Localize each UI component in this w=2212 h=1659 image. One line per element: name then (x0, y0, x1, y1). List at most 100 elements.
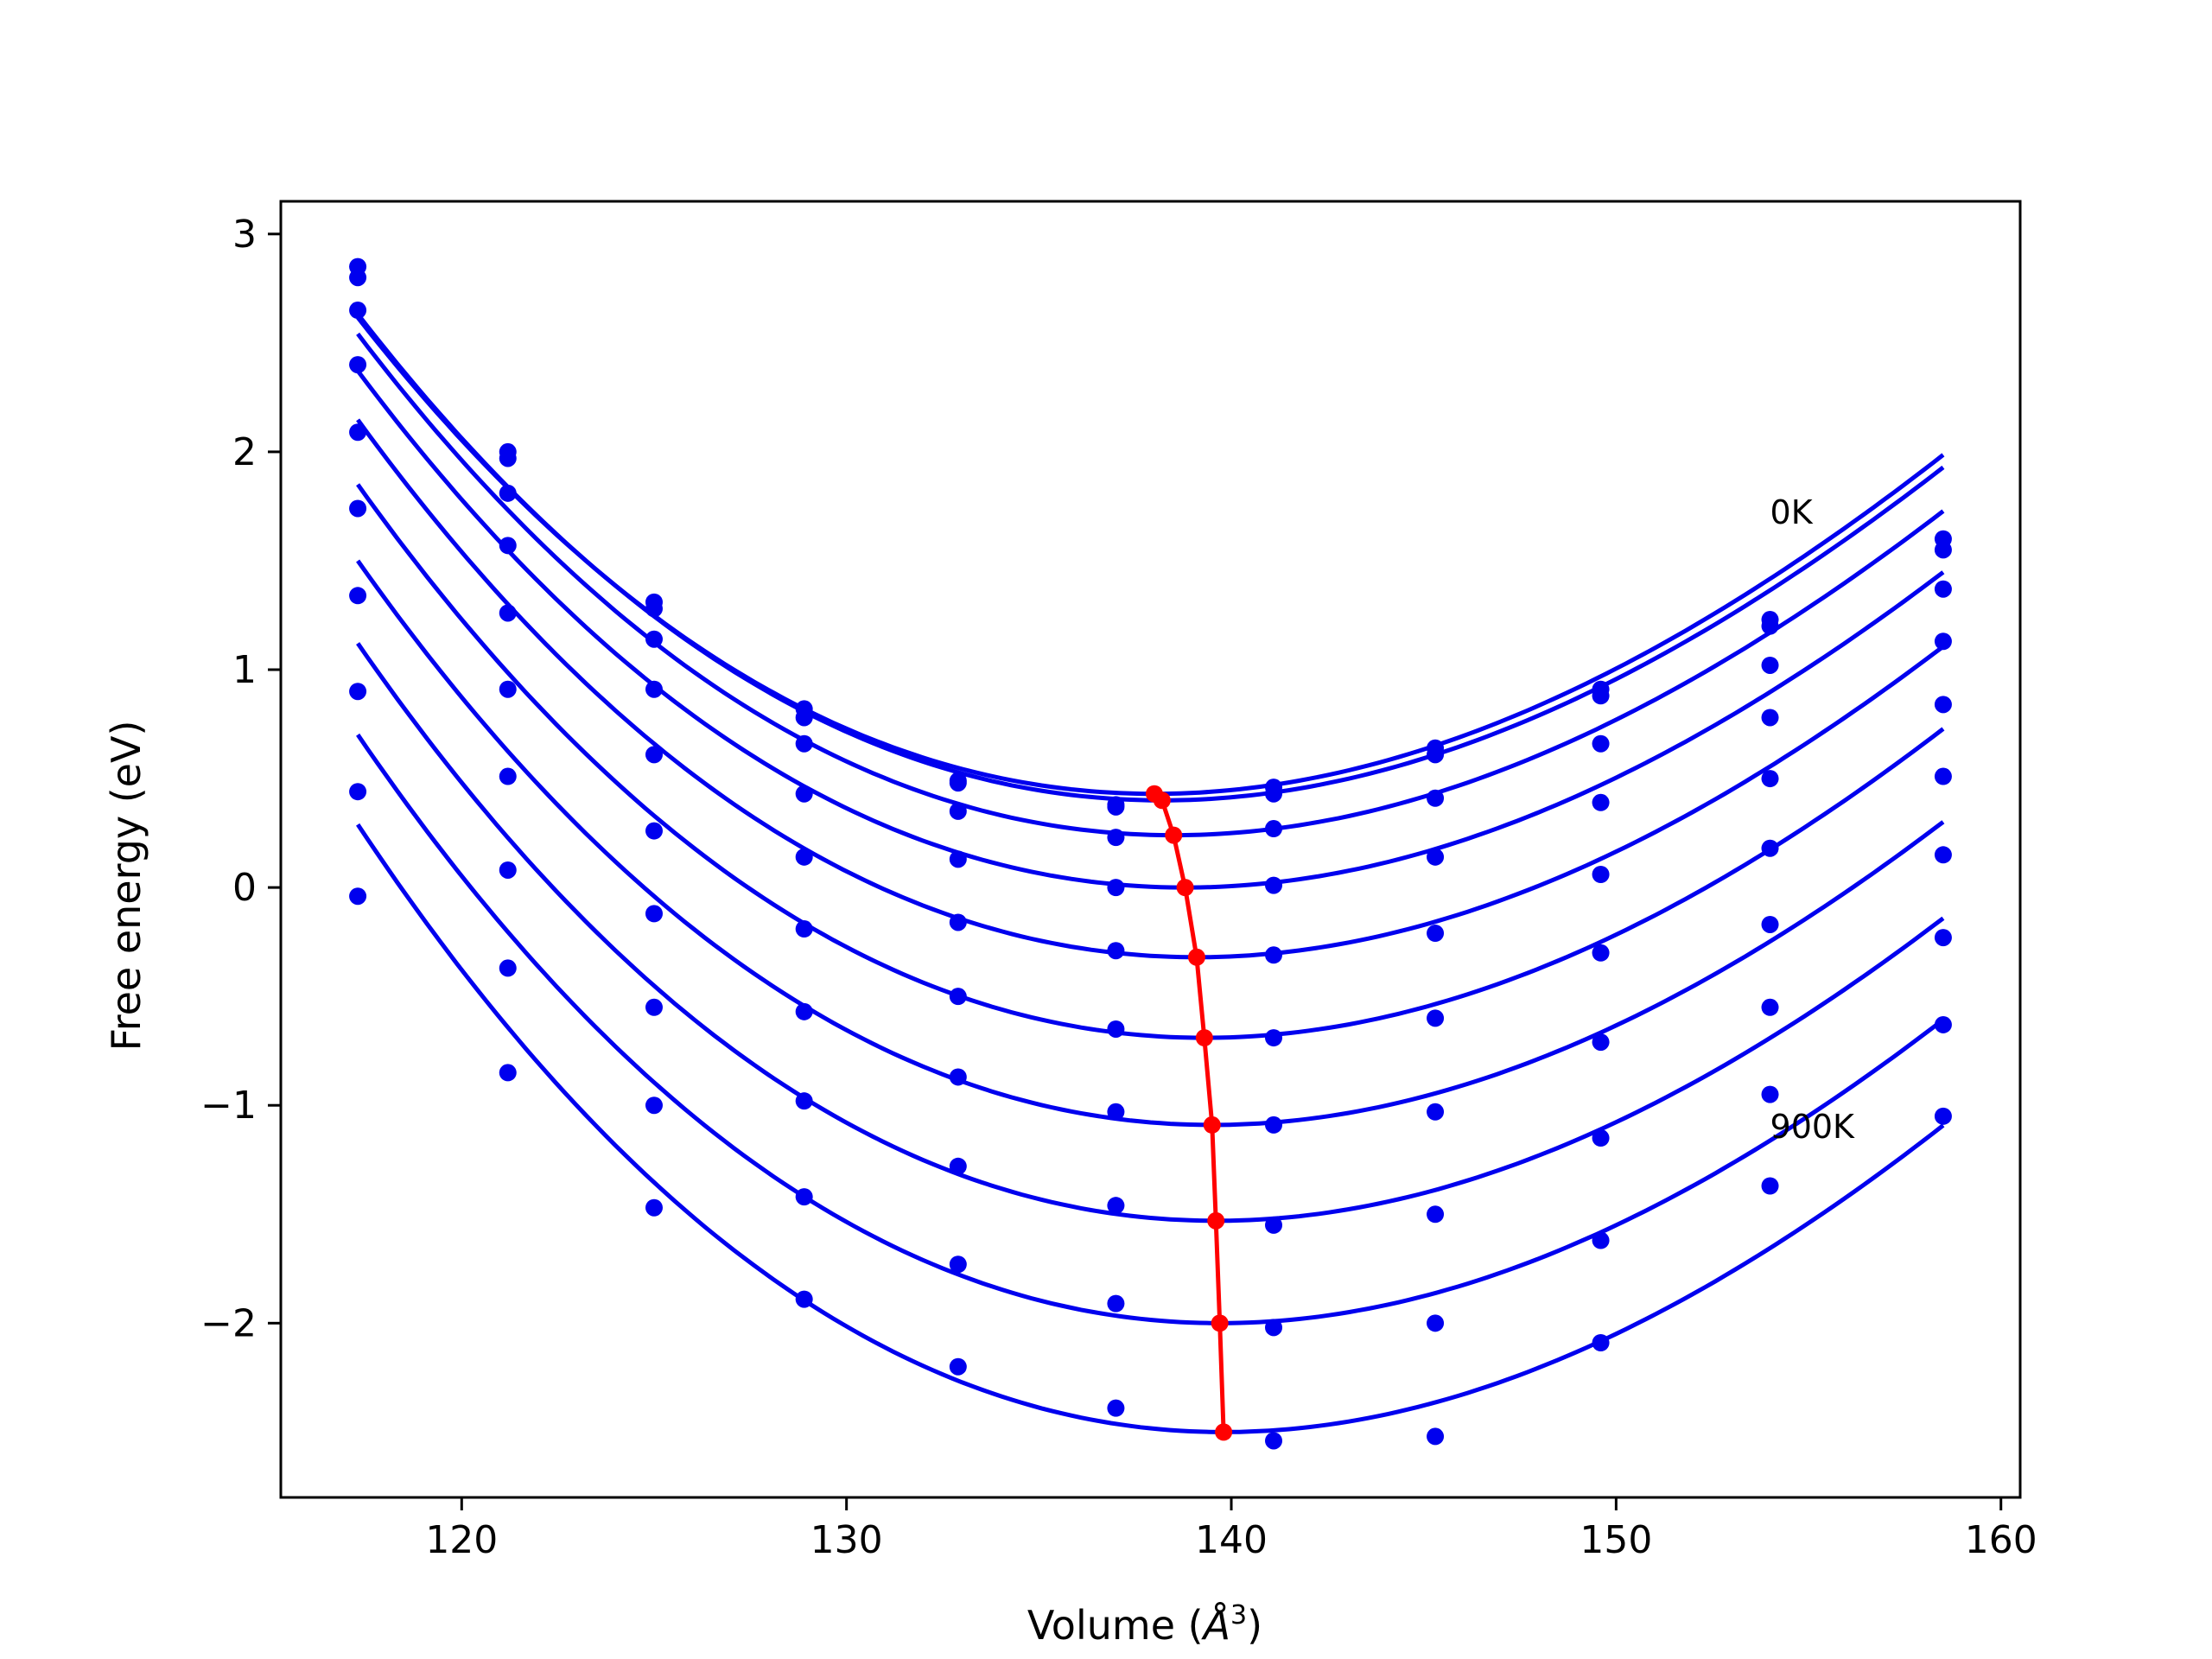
data-point (1592, 1033, 1610, 1052)
data-point (1592, 944, 1610, 962)
data-point (349, 356, 367, 374)
data-point (1427, 789, 1445, 807)
data-point (1427, 746, 1445, 764)
data-point (645, 600, 663, 618)
x-tick-label: 150 (1580, 1518, 1652, 1562)
data-point (949, 802, 967, 820)
data-point (949, 1068, 967, 1086)
data-point (949, 913, 967, 931)
fit-curve-3 (356, 369, 1945, 890)
x-axis-label: Volume (Å3) (1027, 1600, 1262, 1649)
data-point (1265, 1116, 1283, 1134)
data-point (349, 887, 367, 906)
data-point (499, 959, 517, 977)
data-point (1265, 1319, 1283, 1337)
data-point (1934, 580, 1952, 598)
data-point (1761, 709, 1779, 727)
data-point (645, 1096, 663, 1115)
data-point (795, 1002, 813, 1020)
data-point (1592, 865, 1610, 883)
data-point (1761, 1177, 1779, 1195)
data-point (1107, 1399, 1125, 1417)
data-point (1107, 829, 1125, 847)
y-tick-label: −1 (200, 1084, 257, 1128)
data-point (349, 683, 367, 701)
data-point (1592, 1231, 1610, 1249)
data-point (349, 499, 367, 518)
data-point (1265, 1432, 1283, 1450)
data-point (1934, 767, 1952, 785)
data-point (1107, 1197, 1125, 1215)
data-point (795, 734, 813, 753)
data-point (795, 785, 813, 803)
fit-curve-8 (356, 733, 1945, 1325)
data-point (1761, 656, 1779, 674)
data-point (645, 680, 663, 698)
data-point (349, 269, 367, 287)
y-axis: −2 −1 0 1 2 3 (200, 213, 281, 1345)
data-point (1934, 696, 1952, 714)
equilibrium-point (1203, 1116, 1221, 1134)
plot-frame (279, 200, 2022, 1499)
data-point (1592, 687, 1610, 705)
y-axis-label: Free energy (eV) (103, 721, 149, 1052)
data-point (499, 537, 517, 555)
data-point (795, 1092, 813, 1110)
data-point (1761, 998, 1779, 1016)
data-point (949, 1255, 967, 1274)
curve-annotation: 900K (1770, 1108, 1856, 1146)
data-point (1427, 1009, 1445, 1027)
data-point (1934, 929, 1952, 947)
data-point (1265, 785, 1283, 803)
y-tick-label: 2 (232, 430, 257, 474)
fit-curve-6 (356, 559, 1945, 1128)
y-tick-label: 3 (232, 213, 257, 257)
fit-curve-5 (356, 483, 1945, 1040)
equilibrium-point (1153, 791, 1171, 810)
data-point (1427, 1427, 1445, 1446)
data-point (795, 709, 813, 727)
data-point (1934, 846, 1952, 864)
fit-curve-2 (356, 332, 1945, 838)
data-point (499, 1064, 517, 1082)
data-point (949, 988, 967, 1006)
data-point (1592, 793, 1610, 811)
data-point (499, 767, 517, 785)
data-point (499, 861, 517, 879)
y-tick-label: 0 (232, 866, 257, 910)
data-point (1265, 876, 1283, 894)
data-point (1107, 1020, 1125, 1038)
y-tick-label: 1 (232, 648, 257, 692)
fit-curve-7 (356, 642, 1945, 1224)
data-point (949, 1157, 967, 1175)
fit-curve-4 (356, 418, 1945, 960)
data-point (1427, 925, 1445, 943)
data-point (1761, 839, 1779, 857)
data-point (1592, 1129, 1610, 1147)
data-point (1934, 1107, 1952, 1125)
data-point (795, 920, 813, 938)
data-point (349, 587, 367, 605)
data-point (949, 850, 967, 868)
data-point (1761, 1085, 1779, 1103)
data-point (795, 1290, 813, 1308)
data-point (1934, 632, 1952, 651)
x-tick-label: 130 (810, 1518, 883, 1562)
curve-annotation: 0K (1770, 493, 1814, 531)
data-point (1761, 617, 1779, 635)
data-point (949, 774, 967, 792)
x-tick-label: 160 (1965, 1518, 2037, 1562)
data-point (499, 484, 517, 502)
data-point (1427, 848, 1445, 866)
data-point (1427, 1103, 1445, 1121)
data-point (499, 680, 517, 698)
equilibrium-point (1187, 948, 1205, 966)
data-point (1107, 1294, 1125, 1313)
y-tick-label: −2 (200, 1301, 257, 1345)
data-point (795, 848, 813, 866)
equilibrium-point (1211, 1314, 1229, 1332)
data-point (1265, 1029, 1283, 1047)
equilibrium-point (1176, 879, 1194, 897)
data-point (349, 783, 367, 801)
